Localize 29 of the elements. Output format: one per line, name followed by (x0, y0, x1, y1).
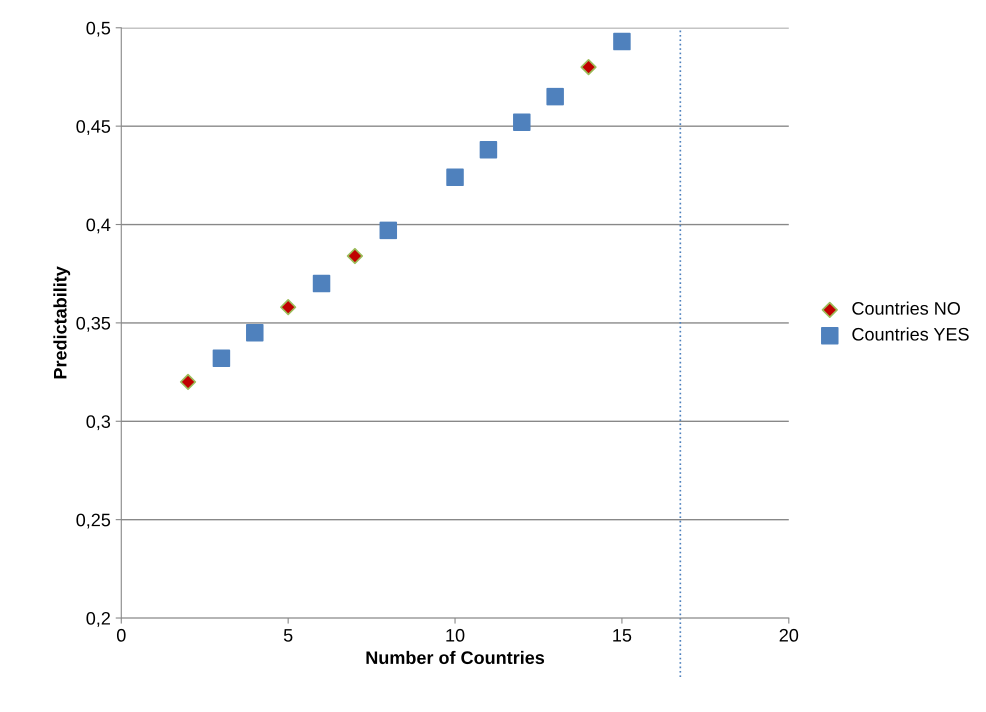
x-tick-label: 0 (116, 628, 126, 642)
point (546, 88, 564, 106)
y-axis-title: Predictability (53, 266, 70, 378)
point (613, 32, 631, 50)
point (513, 113, 531, 131)
y-tick-label: 0,3 (86, 415, 110, 430)
legend-label: Countries NO (852, 302, 960, 315)
point (346, 248, 364, 264)
x-tick-label: 5 (284, 629, 292, 642)
point (280, 299, 296, 316)
point (246, 324, 264, 342)
y-tick-label: 0,2 (86, 612, 110, 627)
y-tick-label: 0,45 (76, 120, 110, 135)
point (446, 168, 464, 186)
x-axis-title: Number of Countries (366, 650, 544, 664)
point (312, 274, 330, 292)
legend-label: Countries YES (852, 327, 969, 341)
x-tick-label: 10 (446, 628, 464, 642)
point (480, 141, 498, 159)
point (380, 222, 398, 240)
point (212, 350, 230, 368)
y-tick-label: 0,4 (86, 218, 110, 234)
point (180, 374, 196, 390)
x-tick-label: 20 (780, 628, 798, 642)
y-tick-label: 0,35 (76, 316, 110, 332)
point (580, 59, 597, 76)
y-tick-label: 0,5 (86, 22, 110, 37)
y-tick-label: 0,25 (76, 514, 110, 528)
x-tick-label: 15 (613, 629, 632, 642)
